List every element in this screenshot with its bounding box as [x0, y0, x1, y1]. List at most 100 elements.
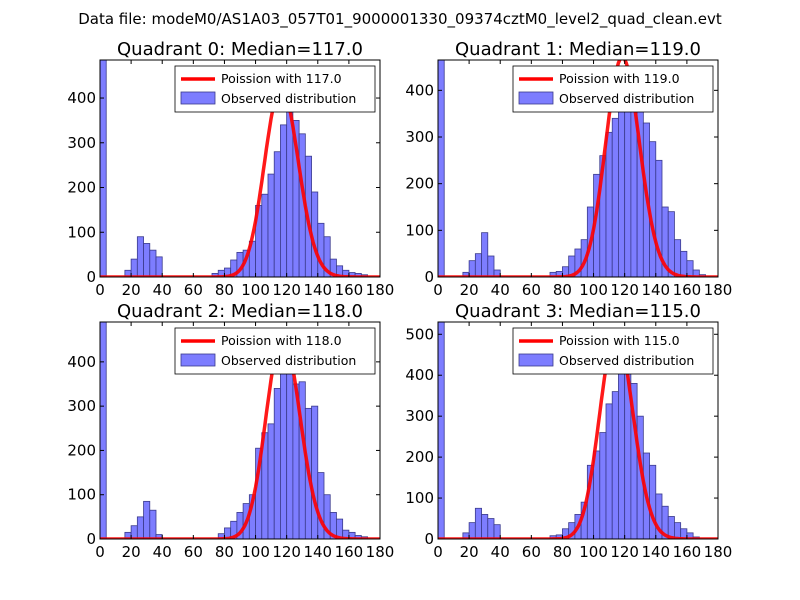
histogram-bar [143, 500, 151, 539]
y-tick-label: 300 [405, 407, 434, 425]
histogram-bar [468, 260, 476, 277]
histogram-bar [143, 243, 151, 277]
figure-title: Data file: modeM0/AS1A03_057T01_90000013… [78, 10, 722, 29]
legend-hist-label: Observed distribution [559, 91, 694, 106]
x-tick-label: 100 [241, 543, 270, 561]
y-tick-label: 400 [405, 366, 434, 384]
histogram-bar [130, 258, 138, 277]
poisson-curve [100, 84, 380, 277]
x-tick-label: 20 [460, 281, 479, 299]
histogram-bar [611, 117, 619, 277]
legend-hist-swatch [518, 353, 554, 367]
x-tick-label: 180 [366, 281, 395, 299]
x-tick-label: 20 [122, 281, 141, 299]
x-tick-label: 60 [184, 543, 203, 561]
x-tick-label: 120 [610, 281, 639, 299]
panel-title: Quadrant 2: Median=118.0 [117, 301, 363, 322]
histogram-bar [674, 522, 682, 539]
y-tick-label: 200 [405, 448, 434, 466]
legend-hist-label: Observed distribution [221, 91, 356, 106]
legend-hist-swatch [180, 353, 216, 367]
y-tick-label: 200 [405, 175, 434, 193]
plot-area [100, 322, 380, 539]
y-tick-label: 300 [405, 128, 434, 146]
histogram-bar [261, 193, 269, 277]
legend-curve-label: Poission with 117.0 [221, 71, 342, 86]
y-tick-label: 100 [405, 221, 434, 239]
x-tick-label: 140 [641, 281, 670, 299]
x-tick-label: 120 [272, 543, 301, 561]
histogram-bar [487, 255, 495, 277]
histogram-bar [686, 260, 694, 277]
histogram-bar [599, 432, 607, 539]
histogram-bar [481, 232, 489, 277]
x-tick-label: 180 [366, 543, 395, 561]
histogram-bar [267, 423, 275, 539]
y-tick-label: 100 [67, 223, 96, 241]
axes-frame [99, 321, 381, 540]
histogram-bar [280, 124, 288, 277]
axes-frame [99, 59, 381, 278]
x-tick-label: 60 [522, 281, 541, 299]
histogram-bar [149, 249, 157, 277]
plot-area [100, 60, 380, 277]
x-tick-label: 180 [704, 543, 733, 561]
legend-hist-label: Observed distribution [221, 353, 356, 368]
y-tick-label: 200 [67, 441, 96, 459]
x-tick-label: 80 [553, 281, 572, 299]
legend-curve-label: Poission with 119.0 [559, 71, 680, 86]
histogram-bar [267, 173, 275, 277]
histogram-bar [311, 405, 319, 539]
histogram-bar [611, 391, 619, 539]
x-tick-label: 60 [184, 281, 203, 299]
chart-panel-2: 0 20 40 60 80 100 120 140 160 1800100200300400Qua… [67, 301, 394, 561]
y-tick-label: 400 [67, 89, 96, 107]
chart-panel-0: 0 20 40 60 80 100 120 140 160 1800100200300400Qua… [67, 39, 394, 299]
y-tick-label: 0 [424, 530, 434, 548]
y-tick-label: 300 [67, 134, 96, 152]
panel-title: Quadrant 0: Median=117.0 [117, 39, 363, 60]
histogram-bar [636, 85, 644, 277]
poisson-curve [438, 60, 718, 277]
histogram-bar [273, 388, 281, 539]
histogram-bar [468, 522, 476, 539]
y-tick-label: 500 [405, 325, 434, 343]
legend-box [174, 327, 376, 375]
x-tick-label: 60 [522, 543, 541, 561]
x-tick-label: 0 [95, 281, 105, 299]
histogram-bar [100, 60, 107, 277]
x-tick-label: 0 [433, 543, 443, 561]
histogram-bar [618, 99, 626, 277]
x-tick-label: 40 [491, 281, 510, 299]
legend-hist-swatch [180, 91, 216, 105]
histogram-bar [438, 60, 445, 277]
histogram-bar [605, 403, 613, 539]
panel-title: Quadrant 1: Median=119.0 [455, 39, 701, 60]
legend: Poission with 118.0 Observed distribution [174, 327, 376, 375]
histogram-bar [323, 236, 331, 277]
legend-hist-label: Observed distribution [559, 353, 694, 368]
histogram-bar [674, 239, 682, 277]
legend: Poission with 117.0 Observed distribution [174, 65, 376, 113]
plot-area [438, 322, 718, 539]
x-tick-label: 0 [95, 543, 105, 561]
axes-frame [437, 59, 719, 278]
chart-panel-1: 0 20 40 60 80 100 120 140 160 1800100200300400Qua… [405, 39, 732, 299]
histogram-bar [474, 507, 482, 539]
x-tick-label: 0 [433, 281, 443, 299]
x-tick-label: 40 [491, 543, 510, 561]
poisson-curve [438, 330, 718, 539]
chart-panel-3: 0 20 40 60 80 100 120 140 160 1800100200300400500… [405, 301, 732, 561]
histogram-bar [317, 472, 325, 539]
histogram-bar [474, 253, 482, 277]
x-tick-label: 140 [641, 543, 670, 561]
y-tick-label: 400 [405, 81, 434, 99]
x-tick-label: 20 [460, 543, 479, 561]
x-tick-label: 80 [215, 281, 234, 299]
x-tick-label: 100 [579, 281, 608, 299]
histogram-bar [130, 525, 138, 539]
y-tick-label: 0 [86, 530, 96, 548]
legend: Poission with 115.0 Observed distribution [512, 327, 714, 375]
x-tick-label: 20 [122, 543, 141, 561]
histogram-bar [136, 236, 144, 277]
